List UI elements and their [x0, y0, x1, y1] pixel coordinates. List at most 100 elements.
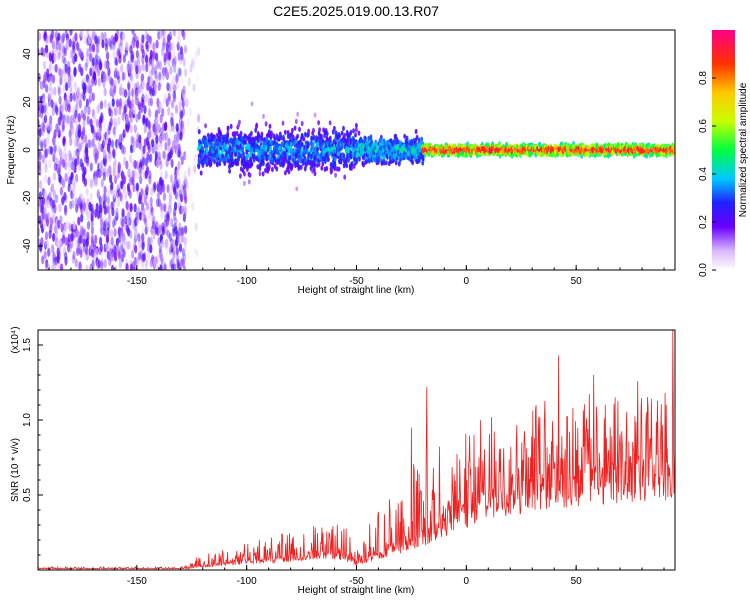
spectrogram-cell — [333, 156, 337, 162]
spectrogram-cell — [129, 209, 133, 219]
spectrogram-cell — [162, 192, 166, 202]
spectrogram-cell — [218, 137, 222, 143]
spectrogram-cell — [108, 137, 112, 147]
spectrogram-cell — [243, 171, 246, 177]
spectrogram-cell — [67, 103, 71, 113]
spectrogram-cell — [50, 183, 55, 193]
spectrogram-cell — [99, 224, 103, 234]
spectrogram-cell — [158, 71, 162, 81]
spectrogram-cell — [157, 198, 161, 208]
spectrogram-cell — [183, 188, 187, 198]
spectrogram-cell — [84, 134, 88, 144]
spectrogram-cell — [110, 229, 114, 239]
spectrogram-cell — [170, 80, 174, 90]
spectrogram-cell — [100, 178, 104, 188]
spectrogram-cell — [242, 151, 245, 157]
spectrogram-cell — [113, 251, 117, 261]
spectrogram-cell — [65, 82, 69, 92]
spectrogram-cell — [148, 35, 152, 45]
spectrogram-cell — [122, 248, 126, 258]
spectrogram-cell — [145, 63, 149, 73]
spectrogram-cell — [135, 215, 140, 225]
spectrogram-cell — [162, 30, 167, 39]
spectrogram-cell — [103, 154, 108, 164]
spectrogram-cell — [129, 45, 133, 54]
spectrogram-cell — [157, 123, 161, 133]
spectrogram-cell — [101, 39, 105, 49]
spectrogram-cell — [41, 154, 45, 164]
spectrogram-cell — [193, 164, 197, 174]
spectrogram-cell — [103, 259, 107, 268]
spectrogram-cell — [141, 241, 145, 251]
spectrogram-cell — [417, 137, 421, 143]
spectrogram-cell — [71, 49, 75, 58]
spectrogram-cell — [169, 65, 173, 75]
spectrogram-cell — [180, 184, 184, 194]
spectrogram-cell — [144, 226, 148, 235]
spectrogram-cell — [264, 167, 267, 173]
spectrogram-cell — [107, 144, 111, 154]
spectrogram-cell — [49, 115, 53, 125]
spectrogram-cell — [71, 177, 75, 187]
spectrogram-cell — [100, 258, 104, 268]
spectrogram-cell — [86, 211, 90, 220]
spectrogram-cell — [170, 218, 174, 228]
spectrogram-cell — [60, 112, 64, 122]
spectrogram-cell — [121, 72, 125, 81]
spectrogram-cell — [169, 174, 174, 184]
spectrogram-cell — [42, 220, 47, 230]
spectrogram-cell — [67, 66, 71, 76]
spectrogram-cell — [136, 81, 140, 91]
spectrogram-cell — [42, 96, 46, 106]
spectrogram-cell — [133, 256, 137, 266]
spectrogram-cell — [239, 173, 242, 179]
spectrogram-cell — [109, 117, 113, 127]
spectrogram-cell — [74, 53, 78, 63]
spectrogram-cell — [159, 61, 163, 71]
spectrogram-cell — [262, 145, 266, 151]
spectrogram-cell — [139, 175, 143, 185]
spectrogram-cell — [132, 136, 136, 146]
spectrogram-cell — [106, 128, 110, 138]
spectrogram-cell — [148, 108, 152, 118]
spectrogram-cell — [159, 30, 163, 40]
spectrogram-cell — [358, 156, 361, 162]
spectrogram-cell — [111, 98, 115, 107]
spectrogram-cell — [121, 208, 125, 218]
spectrogram-cell — [313, 162, 317, 168]
spectrogram-cell — [346, 132, 349, 138]
spectrogram-cell — [397, 161, 401, 167]
spectrogram-cell — [104, 38, 109, 48]
spectrogram-cell — [197, 113, 201, 123]
spectrogram-cell — [221, 153, 224, 159]
spectrogram-cell — [168, 42, 173, 51]
spectrogram-cell — [87, 139, 91, 148]
spectrogram-cell — [58, 95, 62, 105]
spectrogram-cell — [172, 75, 176, 85]
spectrogram-cell — [44, 164, 48, 173]
spectrogram-cell — [141, 161, 145, 171]
spectrogram-cell — [115, 237, 119, 247]
spectrogram-cell — [68, 129, 72, 139]
spectrogram-cell — [48, 62, 52, 72]
spectrogram-cell — [164, 122, 168, 132]
spectrogram-cell — [154, 70, 158, 80]
spectrogram-cell — [53, 162, 58, 172]
spectrogram-cell — [148, 170, 152, 180]
spectrogram-cell — [109, 108, 114, 118]
spectrogram-cell — [212, 146, 216, 152]
spectrogram-cell — [157, 82, 161, 92]
spectrogram-cell — [98, 143, 102, 153]
spectrogram-cell — [133, 160, 137, 169]
spectrogram-cell — [52, 189, 57, 199]
spectrogram-cell — [165, 70, 169, 80]
spectrogram-cell — [144, 261, 148, 270]
spectrogram-cell — [260, 150, 264, 156]
spectrogram-cell — [83, 82, 87, 92]
spectrogram-cell — [148, 129, 152, 139]
spectrogram-cell — [194, 222, 198, 232]
spectrogram-cell — [148, 85, 152, 95]
spectrogram-cell — [103, 87, 107, 97]
spectrogram-cell — [293, 125, 297, 131]
spectrogram-cell — [100, 260, 104, 270]
